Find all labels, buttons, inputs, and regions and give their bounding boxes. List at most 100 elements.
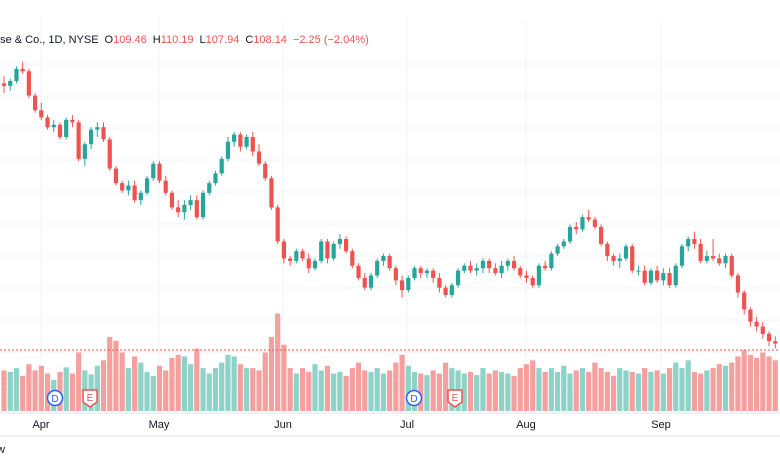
- candle[interactable]: [275, 205, 280, 244]
- candle[interactable]: [499, 260, 504, 278]
- candle[interactable]: [8, 78, 13, 91]
- candle[interactable]: [530, 275, 535, 288]
- candle[interactable]: [655, 265, 660, 283]
- candle[interactable]: [760, 321, 765, 339]
- candle[interactable]: [14, 66, 19, 84]
- candle[interactable]: [207, 180, 212, 196]
- candle[interactable]: [424, 268, 430, 278]
- candle[interactable]: [437, 273, 442, 293]
- candle[interactable]: [611, 253, 616, 266]
- candle[interactable]: [200, 190, 206, 220]
- candles[interactable]: [1, 61, 778, 349]
- candle[interactable]: [82, 141, 87, 167]
- candle[interactable]: [138, 190, 143, 205]
- candle[interactable]: [580, 214, 585, 232]
- candle[interactable]: [39, 102, 44, 120]
- candle[interactable]: [586, 209, 591, 223]
- candle[interactable]: [213, 170, 218, 186]
- dividend-marker[interactable]: D: [405, 389, 423, 407]
- candle[interactable]: [723, 253, 728, 269]
- earnings-marker[interactable]: E: [82, 389, 98, 408]
- candle[interactable]: [344, 236, 349, 254]
- candle[interactable]: [710, 239, 716, 261]
- candle[interactable]: [362, 273, 367, 291]
- candle[interactable]: [773, 336, 778, 349]
- candle[interactable]: [120, 180, 125, 193]
- candle[interactable]: [493, 263, 498, 276]
- candle[interactable]: [648, 268, 653, 286]
- candle[interactable]: [188, 195, 193, 210]
- candle[interactable]: [70, 115, 75, 128]
- candle[interactable]: [319, 239, 324, 264]
- candle[interactable]: [294, 248, 299, 264]
- candle[interactable]: [480, 258, 486, 274]
- candle[interactable]: [151, 161, 156, 181]
- candle[interactable]: [256, 144, 262, 167]
- candle[interactable]: [518, 265, 523, 278]
- candle[interactable]: [225, 136, 231, 162]
- candle[interactable]: [449, 282, 454, 298]
- candle[interactable]: [45, 115, 50, 130]
- candle[interactable]: [735, 273, 741, 298]
- candle[interactable]: [393, 265, 398, 286]
- candle[interactable]: [232, 132, 237, 147]
- candle[interactable]: [729, 253, 734, 278]
- candle[interactable]: [51, 119, 56, 133]
- candle[interactable]: [505, 258, 510, 271]
- candle[interactable]: [219, 156, 224, 176]
- candle[interactable]: [64, 117, 69, 140]
- candle[interactable]: [281, 239, 286, 264]
- dividend-marker[interactable]: D: [46, 389, 64, 407]
- candle[interactable]: [698, 239, 703, 264]
- candle[interactable]: [263, 161, 268, 181]
- candle[interactable]: [244, 134, 249, 150]
- candle[interactable]: [57, 122, 63, 140]
- candle[interactable]: [356, 263, 361, 281]
- candle[interactable]: [337, 234, 342, 249]
- candle[interactable]: [418, 265, 423, 278]
- candle[interactable]: [132, 180, 137, 203]
- candle[interactable]: [555, 243, 560, 257]
- candle[interactable]: [95, 122, 100, 137]
- candle[interactable]: [169, 190, 175, 210]
- candle[interactable]: [1, 76, 7, 94]
- candle[interactable]: [462, 263, 467, 274]
- candle[interactable]: [468, 260, 473, 274]
- candle[interactable]: [368, 273, 374, 291]
- candle[interactable]: [399, 275, 405, 298]
- candle[interactable]: [742, 290, 747, 315]
- candle[interactable]: [567, 224, 573, 244]
- candle[interactable]: [250, 132, 255, 157]
- candle[interactable]: [599, 224, 604, 247]
- candle[interactable]: [766, 331, 772, 346]
- candle[interactable]: [381, 253, 386, 266]
- candle[interactable]: [350, 248, 355, 269]
- candle[interactable]: [312, 258, 318, 271]
- candle[interactable]: [126, 180, 131, 196]
- candle[interactable]: [375, 258, 380, 278]
- candle[interactable]: [630, 243, 635, 274]
- candle[interactable]: [269, 175, 274, 210]
- candle[interactable]: [474, 263, 479, 276]
- candle[interactable]: [306, 253, 311, 274]
- candle[interactable]: [487, 258, 492, 274]
- candle[interactable]: [605, 241, 610, 261]
- candle[interactable]: [642, 265, 647, 286]
- candle[interactable]: [76, 119, 81, 162]
- candle[interactable]: [561, 239, 566, 249]
- candle[interactable]: [704, 251, 709, 264]
- candle[interactable]: [673, 263, 678, 288]
- candle[interactable]: [157, 161, 162, 184]
- candle[interactable]: [717, 253, 722, 266]
- candle[interactable]: [443, 285, 448, 298]
- bottom-toolbar-text[interactable]: w: [0, 444, 5, 456]
- candle[interactable]: [574, 222, 579, 235]
- candle[interactable]: [325, 239, 330, 264]
- candle[interactable]: [113, 166, 119, 186]
- candle[interactable]: [238, 132, 243, 152]
- earnings-marker[interactable]: E: [447, 389, 463, 408]
- candle[interactable]: [107, 136, 112, 171]
- candle[interactable]: [88, 127, 94, 150]
